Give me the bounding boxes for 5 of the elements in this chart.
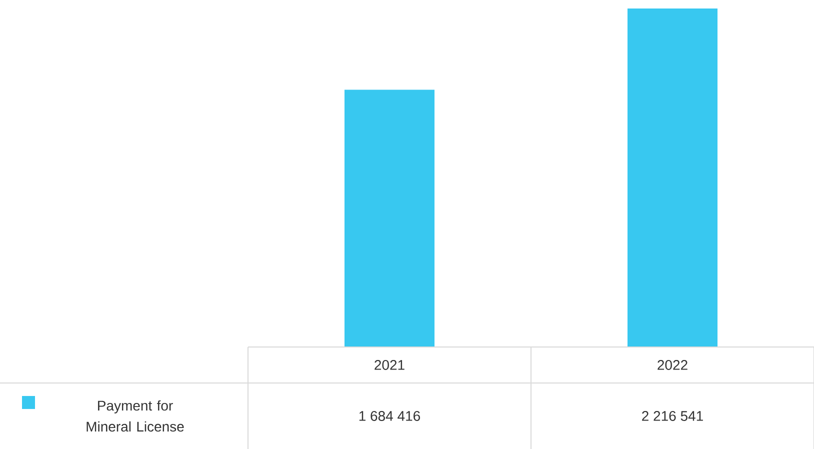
text: Payment for Mineral License	[86, 400, 184, 432]
x-tick-label: 2022	[658, 360, 688, 370]
data-label: 1 684 416	[359, 411, 420, 421]
x-tick-label: 2021	[374, 360, 404, 370]
data-label: 2 216 541	[642, 411, 703, 421]
